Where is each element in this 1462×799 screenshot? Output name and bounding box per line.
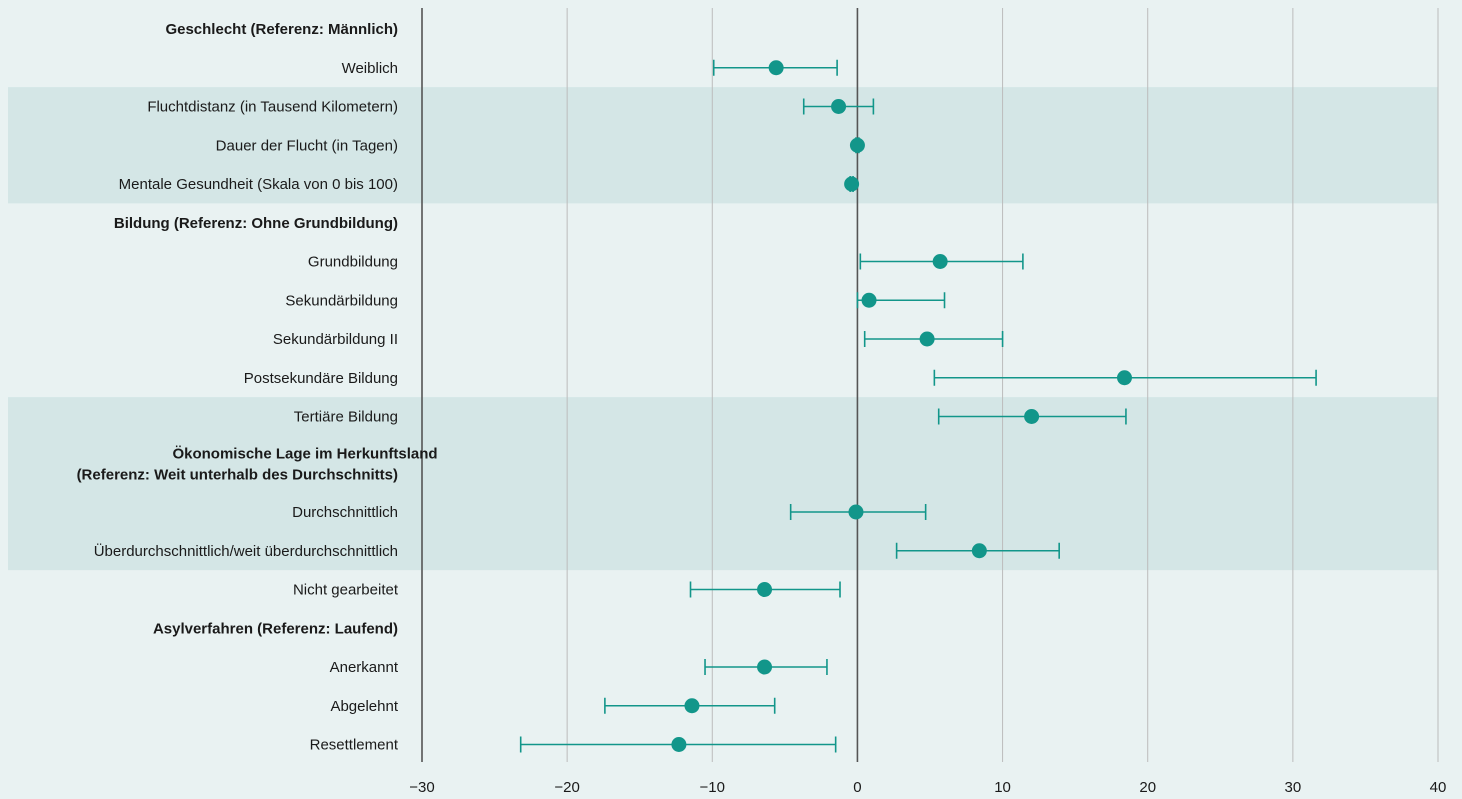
row-header-label: Geschlecht (Referenz: Männlich) [165, 21, 398, 38]
shaded-band-1 [8, 87, 1438, 204]
grid-lines [421, 8, 1439, 762]
row-label: Mentale Gesundheit (Skala von 0 bis 100) [119, 176, 398, 193]
x-tick-label: 40 [1430, 779, 1447, 796]
x-tick-label: −30 [409, 779, 434, 796]
x-tick-label: 20 [1139, 779, 1156, 796]
point-estimate [848, 504, 864, 520]
point-estimate [684, 698, 700, 714]
row-label: Überdurchschnittlich/weit überdurchschni… [94, 542, 398, 560]
row-label: Fluchtdistanz (in Tausend Kilometern) [147, 99, 398, 116]
point-estimate [768, 60, 784, 76]
row-label: Abgelehnt [330, 698, 398, 715]
x-tick-label: 30 [1285, 779, 1302, 796]
row-label: Postsekundäre Bildung [244, 370, 398, 387]
row-header-label: Asylverfahren (Referenz: Laufend) [153, 620, 398, 637]
point-estimate [1116, 370, 1132, 386]
row-header-label: Bildung (Referenz: Ohne Grundbildung) [114, 215, 398, 232]
row-header-label: Ökonomische Lage im Herkunftsland [172, 445, 437, 462]
point-estimate [861, 292, 877, 308]
point-estimate [831, 99, 847, 114]
x-axis-ticks: −30 −20 −10 0 10 20 30 40 [409, 779, 1446, 796]
row-label: Anerkannt [330, 659, 399, 676]
point-estimate [1024, 409, 1040, 424]
point-estimate [849, 137, 865, 153]
row-header-label: (Referenz: Weit unterhalb des Durchschni… [77, 466, 398, 483]
point-estimate [757, 659, 773, 675]
point-estimates [671, 60, 1132, 752]
row-label: Sekundärbildung [285, 292, 398, 309]
x-tick-label: 0 [853, 779, 861, 796]
point-estimate [971, 543, 987, 559]
row-label: Weiblich [342, 60, 398, 77]
x-tick-label: −10 [700, 779, 725, 796]
row-label: Grundbildung [308, 254, 398, 271]
point-estimate [919, 331, 935, 347]
point-estimate [757, 582, 773, 597]
x-tick-label: 10 [994, 779, 1011, 796]
row-label: Nicht gearbeitet [293, 582, 399, 599]
row-label: Tertiäre Bildung [294, 409, 398, 426]
row-label: Resettlement [310, 737, 399, 754]
row-labels: Geschlecht (Referenz: Männlich) Weiblich F… [77, 21, 438, 754]
row-label: Sekundärbildung II [273, 331, 398, 348]
point-estimate [932, 254, 948, 269]
x-tick-label: −20 [554, 779, 579, 796]
point-estimate [844, 176, 860, 192]
row-label: Dauer der Flucht (in Tagen) [216, 137, 398, 154]
shaded-bands [8, 87, 1438, 571]
row-label: Durchschnittlich [292, 504, 398, 521]
point-estimate [671, 737, 687, 752]
shaded-band-2 [8, 397, 1438, 571]
